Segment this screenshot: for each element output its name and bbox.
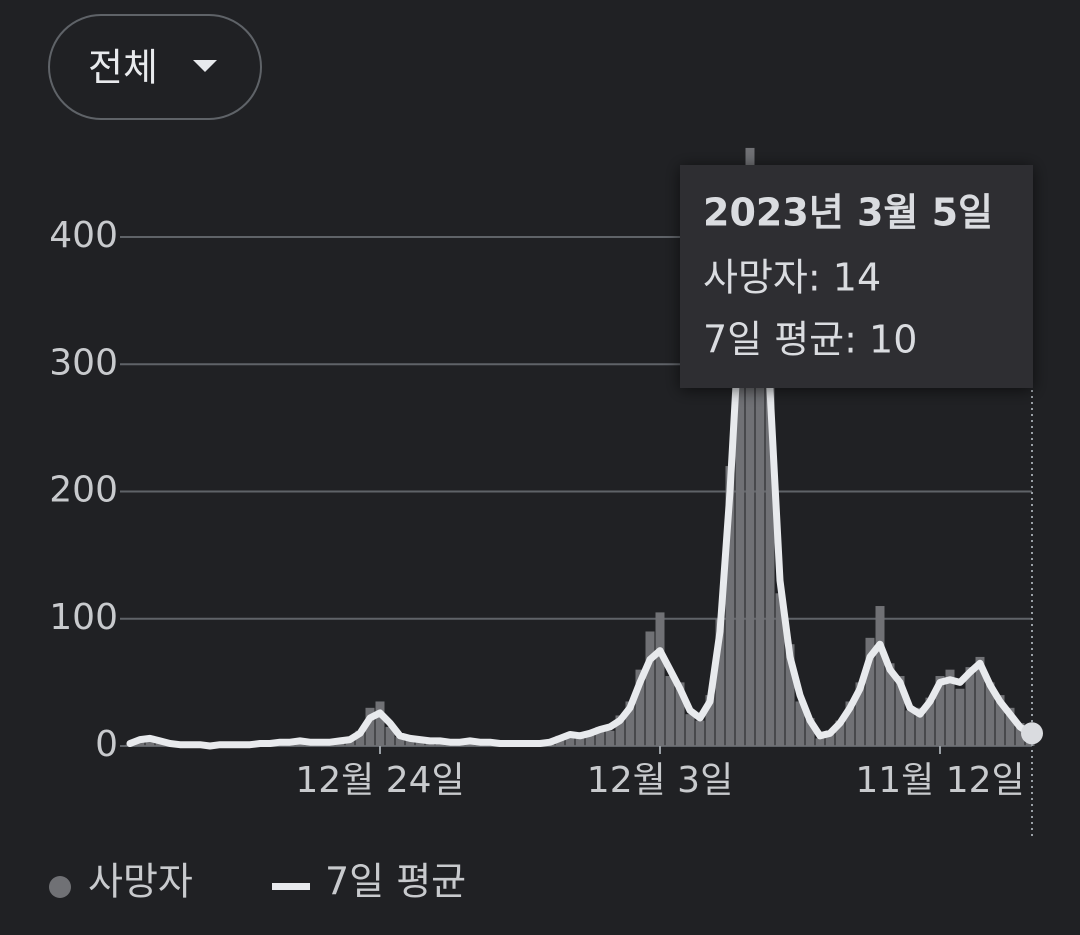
bar [855,682,865,746]
bar [575,733,585,746]
bar [885,663,895,746]
bar [355,730,365,746]
bar [665,676,675,746]
dropdown-label[interactable]: 전체 [88,46,158,90]
x-tick-label: 12월 3일 [587,760,733,801]
dropdown-border[interactable] [48,14,262,120]
bar [735,287,745,746]
bar [625,701,635,746]
bar [585,734,595,746]
tooltip-line: 7일 평균: 10 [703,318,917,362]
bar [895,676,905,746]
bar [385,726,395,746]
bar [395,737,405,746]
legend-dot [49,876,71,898]
bar [835,720,845,746]
bar [785,644,795,746]
bar [695,720,705,746]
bar [925,697,935,746]
bar [675,682,685,746]
legend-label: 사망자 [88,860,193,904]
bar [955,688,965,746]
dropdown-arrow[interactable] [193,60,217,72]
bar [765,364,775,746]
y-tick-label: 100 [49,597,118,638]
bar [1005,707,1015,746]
bar [995,695,1005,746]
bar [615,715,625,746]
tooltip [680,165,1033,388]
bar [755,211,765,747]
bar [775,593,785,746]
bar [975,656,985,746]
bar [795,701,805,746]
y-tick-label: 300 [49,342,118,383]
bar [605,730,615,746]
y-tick-label: 0 [95,724,118,765]
bar [365,707,375,746]
bar [655,612,665,746]
bar [945,669,955,746]
bar [715,618,725,746]
bar [565,737,575,746]
bar [415,740,425,746]
bar [875,606,885,746]
tooltip-line: 사망자: 14 [703,256,881,300]
bar [685,714,695,746]
bar [965,667,975,746]
bar [805,718,815,746]
bar [845,701,855,746]
bar [825,730,835,746]
filter-dropdown[interactable]: 전체 [48,14,262,120]
bar [915,707,925,746]
legend-label: 7일 평균 [325,860,466,904]
bar [725,466,735,746]
bar [865,637,875,746]
x-tick-label: 11월 12일 [855,760,1024,801]
bar [815,738,825,746]
y-tick-label: 400 [49,215,118,256]
tooltip-title: 2023년 3월 5일 [703,191,993,235]
legend-dash [272,883,310,890]
bar [985,682,995,746]
bar [745,147,755,747]
y-tick-label: 200 [49,470,118,511]
average-line [126,182,1034,750]
bar [645,631,655,746]
bar [375,701,385,746]
bar [935,676,945,746]
cursor-dot [1021,722,1043,745]
bar [595,726,605,746]
bar [905,710,915,746]
bar [635,669,645,746]
bar [705,695,715,746]
bar [1015,723,1025,746]
x-tick-label: 12월 24일 [295,760,464,801]
